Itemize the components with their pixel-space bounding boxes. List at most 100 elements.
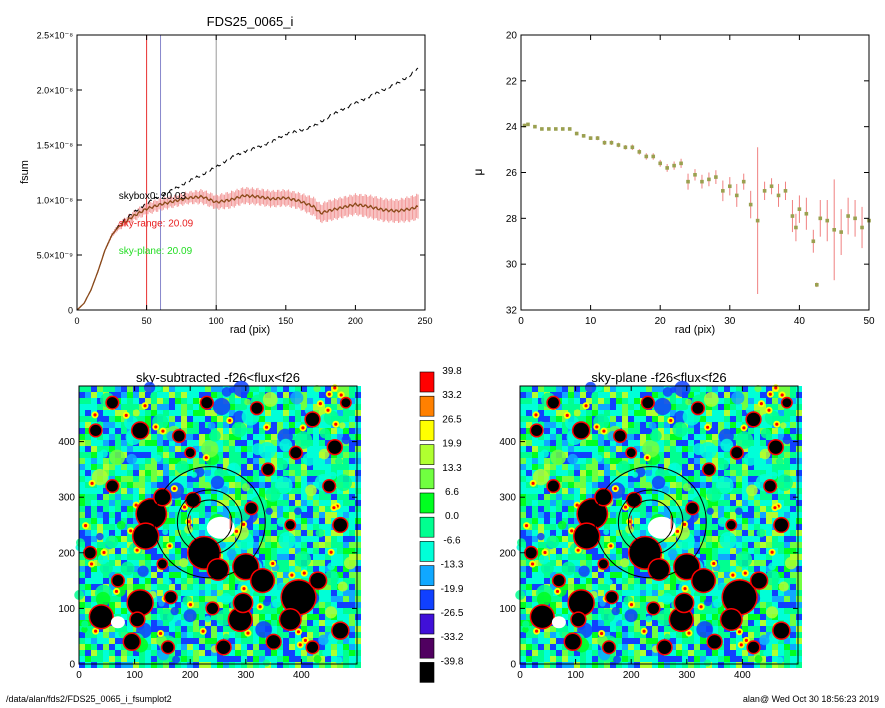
image-noise-cell <box>313 512 319 518</box>
image-noise-cell <box>349 506 355 512</box>
mu-point <box>815 282 819 287</box>
image-noise-cell <box>301 452 307 458</box>
image-noise-cell <box>520 602 526 608</box>
image-noise-cell <box>610 524 616 530</box>
image-noise-cell <box>151 620 157 626</box>
image-noise-cell <box>193 530 199 536</box>
image-noise-cell <box>634 518 640 524</box>
image-noise-cell <box>307 626 313 632</box>
image-noise-cell <box>622 578 628 584</box>
mu-point <box>672 163 676 168</box>
image-noise-cell <box>520 482 526 488</box>
image-noise-cell <box>784 590 790 596</box>
image-noise-cell <box>700 614 706 620</box>
image-noise-cell <box>790 422 796 428</box>
image-noise-cell <box>628 398 634 404</box>
image-noise-blob <box>337 581 348 592</box>
image-noise-cell <box>253 662 259 668</box>
image-noise-cell <box>229 440 235 446</box>
image-noise-cell <box>199 506 205 512</box>
image-noise-cell <box>109 530 115 536</box>
masked-source <box>262 463 274 475</box>
image-noise-cell <box>610 446 616 452</box>
image-noise-cell <box>85 434 91 440</box>
image-noise-cell <box>313 506 319 512</box>
image-noise-cell <box>646 428 652 434</box>
image-noise-cell <box>586 620 592 626</box>
image-noise-cell <box>331 644 337 650</box>
image-noise-cell <box>103 644 109 650</box>
image-noise-cell <box>343 662 349 668</box>
image-noise-cell <box>718 422 724 428</box>
image-noise-cell <box>187 404 193 410</box>
image-noise-cell <box>580 470 586 476</box>
sky-subtracted-title: sky-subtracted -f26<flux<f26 <box>136 370 300 385</box>
image-noise-cell <box>778 470 784 476</box>
image-noise-cell <box>337 464 343 470</box>
image-noise-cell <box>193 590 199 596</box>
image-noise-cell <box>199 638 205 644</box>
image-noise-cell <box>784 548 790 554</box>
image-noise-cell <box>91 506 97 512</box>
image-noise-cell <box>229 506 235 512</box>
image-hot-core <box>93 413 97 417</box>
masked-source <box>266 635 281 649</box>
image-noise-cell <box>754 620 760 626</box>
image-noise-cell <box>217 458 223 464</box>
image-noise-cell <box>163 446 169 452</box>
image-noise-cell <box>586 392 592 398</box>
image-noise-cell <box>199 578 205 584</box>
colorbar-swatch <box>419 589 435 611</box>
image-noise-cell <box>610 422 616 428</box>
image-noise-cell <box>283 416 289 422</box>
image-noise-cell <box>778 452 784 458</box>
image-noise-cell <box>556 476 562 482</box>
image-noise-cell <box>121 662 127 668</box>
image-noise-cell <box>127 500 133 506</box>
image-noise-cell <box>319 518 325 524</box>
image-noise-cell <box>772 398 778 404</box>
image-noise-cell <box>175 548 181 554</box>
image-noise-cell <box>616 560 622 566</box>
image-noise-cell <box>532 506 538 512</box>
mu-point <box>595 136 600 140</box>
image-noise-cell <box>742 614 748 620</box>
image-noise-cell <box>604 542 610 548</box>
image-noise-cell <box>163 434 169 440</box>
image-noise-cell <box>598 440 604 446</box>
mu-point <box>665 166 669 170</box>
image-noise-cell <box>646 386 652 392</box>
image-noise-cell <box>331 494 337 500</box>
image-noise-cell <box>796 488 802 494</box>
image-noise-cell <box>538 434 544 440</box>
image-noise-cell <box>568 398 574 404</box>
image-noise-cell <box>706 458 712 464</box>
image-noise-cell <box>586 548 592 554</box>
image-noise-cell <box>217 416 223 422</box>
image-noise-cell <box>121 572 127 578</box>
image-noise-cell <box>157 542 163 548</box>
image-noise-cell <box>676 440 682 446</box>
image-noise-cell <box>526 542 532 548</box>
image-noise-cell <box>688 488 694 494</box>
image-noise-cell <box>586 554 592 560</box>
image-noise-cell <box>670 560 676 566</box>
image-noise-cell <box>700 488 706 494</box>
image-noise-cell <box>730 428 736 434</box>
image-noise-cell <box>724 386 730 392</box>
image-noise-cell <box>574 518 580 524</box>
image-noise-cell <box>127 656 133 662</box>
image-noise-cell <box>796 572 802 578</box>
image-noise-cell <box>139 476 145 482</box>
mu-point <box>581 134 586 138</box>
image-noise-cell <box>109 422 115 428</box>
image-noise-cell <box>568 584 574 590</box>
image-noise-cell <box>235 518 241 524</box>
image-noise-cell <box>544 578 550 584</box>
x-tick-label: 0 <box>76 670 82 681</box>
image-noise-cell <box>187 632 193 638</box>
image-noise-cell <box>331 464 337 470</box>
image-noise-cell <box>253 518 259 524</box>
image-noise-cell <box>520 404 526 410</box>
image-noise-cell <box>640 602 646 608</box>
